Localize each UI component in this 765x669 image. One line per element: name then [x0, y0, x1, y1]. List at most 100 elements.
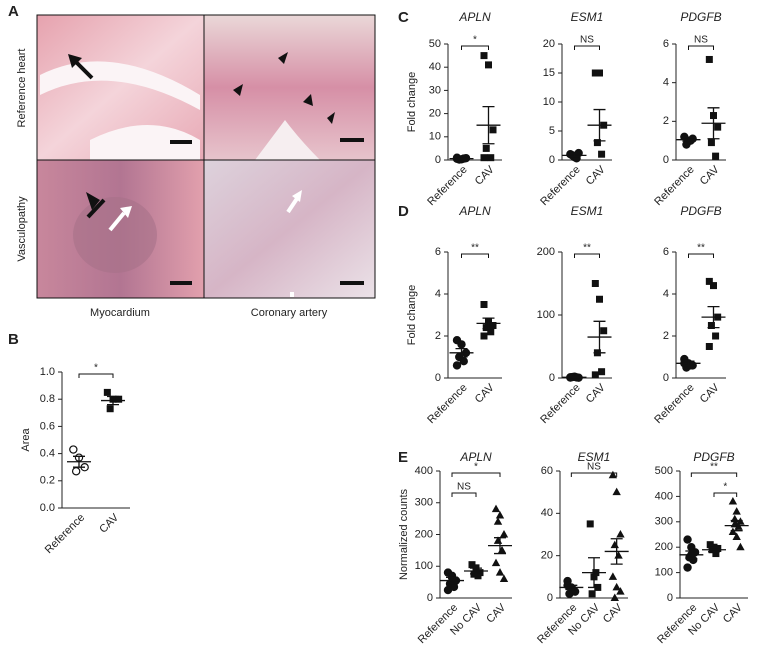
point: [485, 61, 492, 69]
point: [106, 405, 114, 413]
y-tick-label: 2: [663, 115, 669, 127]
arrows: [68, 52, 335, 297]
y-tick-label: 0.8: [40, 393, 55, 405]
y-tick-label: 0: [427, 592, 433, 604]
x-tick-label: CAV: [601, 601, 625, 625]
chart-title: APLN: [459, 450, 492, 464]
x-tick-label: Reference: [425, 382, 469, 426]
point: [588, 590, 596, 598]
chart: 0 10 20 30 40 50 APLN C Fold change Reference CAV *: [398, 9, 502, 208]
y-tick-label: 0: [549, 372, 555, 384]
point: [491, 558, 501, 567]
y-tick-label: 4: [663, 288, 669, 300]
chart: 0.0 0.2 0.4 0.6 0.8 1.0 B Area Reference CAV *: [8, 331, 130, 556]
point: [452, 361, 462, 370]
x-tick-label: CAV: [484, 601, 508, 625]
significance-bracket: [451, 472, 501, 477]
point: [482, 324, 490, 332]
y-tick-label: 400: [415, 465, 433, 477]
chart: 0 2 4 6 PDGFB Reference CAV NS: [652, 10, 726, 208]
error-bar: [685, 550, 698, 560]
point: [586, 520, 594, 528]
point: [491, 504, 501, 513]
point: [683, 563, 692, 572]
point: [612, 487, 621, 496]
y-tick-label: 0: [435, 154, 441, 166]
y-tick-label: 10: [543, 96, 555, 108]
significance-bracket: [461, 45, 489, 50]
point: [707, 322, 715, 329]
y-tick-label: 4: [663, 77, 669, 89]
y-tick-label: 20: [429, 108, 441, 120]
error-bar: [107, 395, 119, 406]
significance-label: NS: [587, 462, 601, 473]
chart-title: ESM1: [571, 204, 604, 218]
error-bar: [707, 107, 720, 140]
significance-bracket: [688, 45, 714, 50]
panel-borders: [36, 14, 376, 299]
panel-letter: E: [398, 449, 408, 466]
point: [591, 69, 599, 77]
significance-bracket: [690, 472, 738, 477]
x-tick-label: Reference: [43, 512, 87, 556]
point: [705, 343, 713, 350]
scale-bars: [170, 138, 364, 285]
y-tick-label: 6: [663, 38, 669, 50]
x-tick-label: Reference: [652, 164, 696, 208]
y-tick-label: 0: [435, 372, 441, 384]
point: [480, 154, 488, 162]
error-bar: [682, 137, 695, 142]
chart: 0 5 10 15 20 ESM1 Reference CAV NS: [538, 10, 612, 208]
y-tick-label: 60: [541, 465, 553, 477]
tissue-gap: [40, 61, 200, 110]
row-label: Vasculopathy: [16, 196, 28, 262]
y-tick-label: 200: [537, 246, 555, 258]
point: [610, 540, 619, 549]
point: [71, 467, 81, 476]
x-tick-label: CAV: [97, 511, 121, 535]
point: [474, 572, 482, 580]
error-bar: [593, 320, 606, 354]
y-tick-label: 6: [663, 246, 669, 258]
point: [728, 496, 738, 505]
point: [736, 542, 745, 551]
significance-label: NS: [580, 35, 594, 46]
point: [497, 545, 507, 554]
point: [495, 568, 505, 576]
y-tick-label: 30: [429, 84, 441, 96]
point: [710, 282, 717, 290]
y-tick-label: 400: [655, 490, 673, 502]
significance-label: **: [583, 243, 591, 254]
point: [608, 470, 618, 479]
point: [103, 388, 111, 396]
significance-label: **: [710, 462, 718, 473]
y-tick-label: 0.2: [40, 475, 55, 487]
point: [706, 541, 714, 549]
y-axis-label: Area: [20, 428, 32, 452]
point: [612, 582, 621, 591]
error-bar: [708, 547, 720, 553]
point: [732, 532, 741, 541]
y-tick-label: 2: [435, 330, 441, 342]
column-label: Myocardium: [90, 307, 150, 319]
panel-letter: B: [8, 331, 19, 348]
x-tick-label: Reference: [652, 382, 696, 426]
point: [596, 69, 603, 77]
y-tick-label: 0: [663, 372, 669, 384]
point: [468, 561, 476, 569]
chart-title: PDGFB: [693, 450, 734, 464]
row-label: Reference heart: [16, 49, 28, 128]
point: [487, 154, 495, 162]
y-tick-label: 100: [655, 567, 673, 579]
significance-label: *: [94, 363, 98, 374]
point: [493, 517, 503, 525]
y-tick-label: 40: [429, 61, 441, 73]
point: [591, 280, 599, 287]
point: [499, 530, 509, 538]
point: [499, 574, 509, 582]
y-tick-label: 300: [655, 516, 673, 528]
significance-bracket: [570, 472, 618, 477]
chart: 0 100 200 ESM1 Reference CAV **: [537, 204, 612, 426]
chart-title: APLN: [458, 10, 491, 24]
